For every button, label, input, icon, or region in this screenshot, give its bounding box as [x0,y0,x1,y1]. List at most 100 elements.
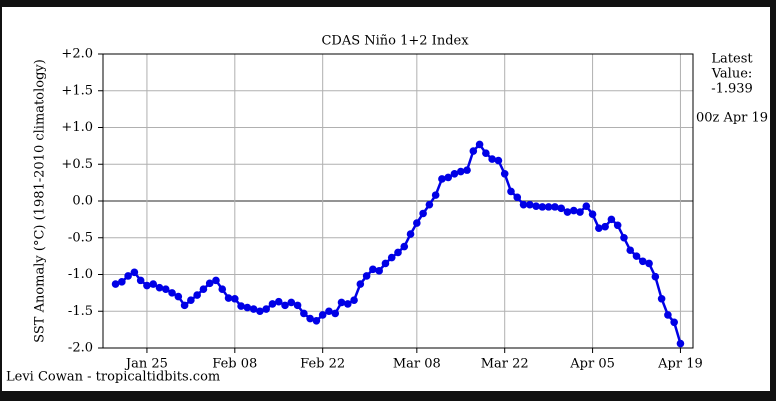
point [124,272,132,280]
point [394,248,402,257]
point [519,200,528,209]
point [381,259,390,268]
point [362,272,371,280]
point [231,294,239,303]
y-tick-label: -1.5 [68,304,93,319]
y-axis-label: SST Anomaly (°C) (1981-2010 climatology) [33,59,48,343]
point [375,267,383,275]
point [161,285,170,294]
y-tick-label: 0.0 [72,194,93,209]
point [293,301,302,310]
credit: Levi Cowan - tropicaltidbits.com [6,370,220,385]
point [180,301,189,310]
point [544,203,553,211]
point [651,272,660,281]
point [193,291,201,299]
point [149,280,158,288]
point [526,200,534,209]
y-tick-label: +1.5 [61,83,93,98]
chart-title: CDAS Niño 1+2 Index [321,34,469,49]
y-tick-label: +0.5 [61,157,93,172]
point [350,296,358,305]
point [444,173,453,182]
point [224,294,233,302]
point [494,156,503,165]
x-tick-label: Apr 19 [657,357,703,372]
point [168,289,176,297]
point [387,253,396,262]
point [419,209,427,218]
y-tick-label: -0.5 [68,230,93,245]
point [595,224,603,232]
point [425,200,434,209]
point [626,246,635,255]
point [569,206,578,215]
point [400,242,409,251]
point [218,285,227,294]
point [607,215,616,224]
plot-frame [102,53,694,349]
point [638,257,647,266]
point [256,307,264,316]
point [143,281,151,290]
y-tick-label: -1.0 [68,267,93,282]
point [500,170,509,178]
x-tick-label: Apr 05 [569,357,615,372]
point [513,193,522,202]
point [111,280,120,288]
point [413,219,421,227]
point [174,292,183,301]
point [507,187,515,196]
y-tick-label: -2.0 [68,341,93,356]
point [613,221,622,230]
point [306,314,314,323]
y-tick-label: +1.0 [61,120,93,135]
point [312,317,321,325]
point [670,318,678,327]
point [475,140,484,149]
point [532,202,540,210]
annotation: Value: [711,67,753,82]
point [369,265,377,274]
point [588,210,597,219]
x-tick-label: Feb 08 [212,357,257,372]
point [187,296,195,305]
point [576,208,584,216]
point [557,204,565,213]
point [664,311,672,319]
point [582,202,591,210]
point [563,208,572,216]
annotation: -1.939 [711,82,753,97]
point [281,301,289,310]
point [438,175,446,183]
point [205,279,214,288]
point [268,300,277,308]
point [118,278,126,286]
x-tick-label: Mar 08 [393,357,441,372]
point [274,297,283,306]
point [318,311,327,319]
point [300,309,308,318]
point [287,298,296,307]
x-tick-label: Feb 22 [300,357,345,372]
point [331,309,340,318]
point [601,222,609,231]
point [488,155,496,163]
point [343,300,352,308]
point [632,252,641,260]
point [130,268,139,277]
point [337,298,346,307]
point [469,147,478,155]
point [237,302,245,310]
annotation: Latest [711,52,753,67]
point [538,203,547,211]
x-tick-label: Jan 25 [124,357,168,372]
point [551,203,559,211]
point [657,294,666,303]
point [482,149,490,158]
point [212,276,220,285]
point [645,259,653,268]
point [136,276,145,285]
point [450,170,459,178]
